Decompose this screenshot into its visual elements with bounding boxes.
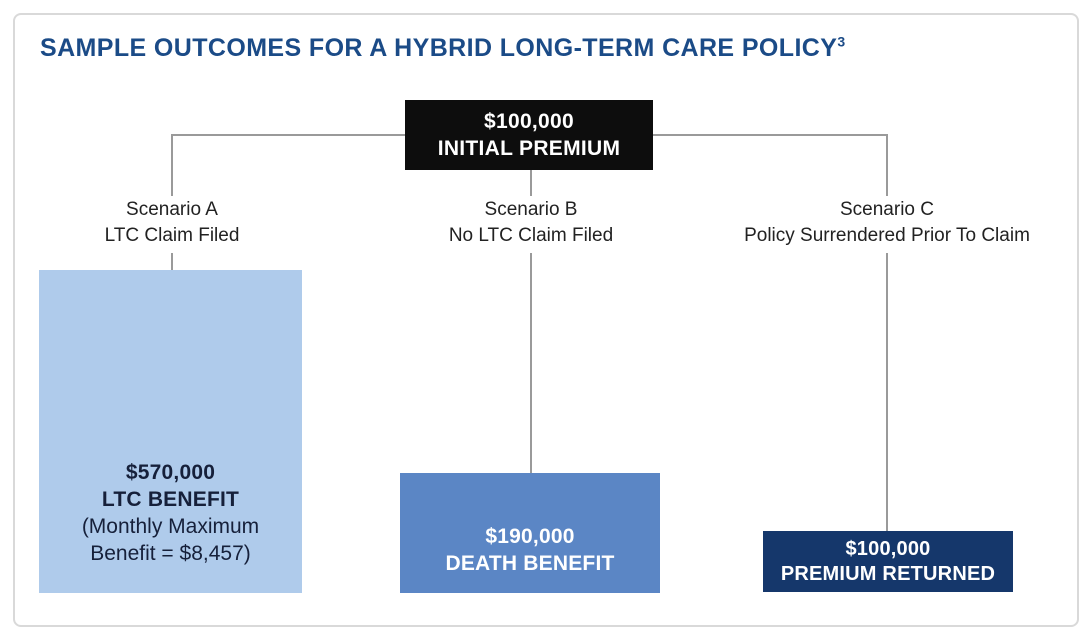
connector-vertical-c-upper (886, 134, 888, 196)
connector-vertical-c-lower (886, 253, 888, 531)
scenario-a-outcome-detail-line2: Benefit = $8,457) (90, 542, 251, 565)
scenario-c-outcome-box: $100,000 PREMIUM RETURNED (763, 531, 1013, 592)
scenario-c-condition: Policy Surrendered Prior To Claim (744, 225, 1030, 246)
connector-vertical-b-upper (530, 170, 532, 196)
scenario-a-condition: LTC Claim Filed (104, 225, 240, 246)
scenario-b-name: Scenario B (484, 199, 578, 220)
title-footnote-superscript: 3 (837, 33, 846, 50)
scenario-c-name: Scenario C (840, 199, 934, 220)
initial-premium-amount: $100,000 (484, 110, 574, 133)
scenario-c-outcome-amount: $100,000 (845, 537, 931, 560)
initial-premium-node: $100,000 INITIAL PREMIUM (405, 100, 653, 170)
initial-premium-label: INITIAL PREMIUM (437, 137, 621, 160)
scenario-a-name: Scenario A (126, 199, 218, 220)
connector-vertical-a-lower (171, 253, 173, 270)
scenario-a-outcome-amount: $570,000 (125, 461, 216, 484)
scenario-b-label: Scenario B No LTC Claim Filed (401, 197, 661, 249)
scenario-b-outcome-box: $190,000 DEATH BENEFIT (400, 473, 660, 593)
scenario-a-outcome-detail-line1: (Monthly Maximum (81, 515, 260, 538)
diagram-title-text: SAMPLE OUTCOMES FOR A HYBRID LONG-TERM C… (40, 34, 838, 62)
connector-horizontal-left (171, 134, 405, 136)
scenario-a-label: Scenario A LTC Claim Filed (42, 197, 302, 249)
diagram-title: SAMPLE OUTCOMES FOR A HYBRID LONG-TERM C… (40, 34, 846, 63)
connector-vertical-a-upper (171, 134, 173, 196)
scenario-a-outcome-label: LTC BENEFIT (101, 488, 240, 511)
scenario-a-outcome-box: $570,000 LTC BENEFIT (Monthly Maximum Be… (39, 270, 302, 593)
scenario-b-outcome-amount: $190,000 (485, 525, 575, 548)
connector-vertical-b-lower (530, 253, 532, 473)
scenario-b-outcome-label: DEATH BENEFIT (445, 552, 615, 575)
scenario-c-outcome-label: PREMIUM RETURNED (780, 562, 996, 585)
scenario-b-condition: No LTC Claim Filed (448, 225, 614, 246)
connector-horizontal-right (653, 134, 887, 136)
scenario-c-label: Scenario C Policy Surrendered Prior To C… (717, 197, 1057, 249)
